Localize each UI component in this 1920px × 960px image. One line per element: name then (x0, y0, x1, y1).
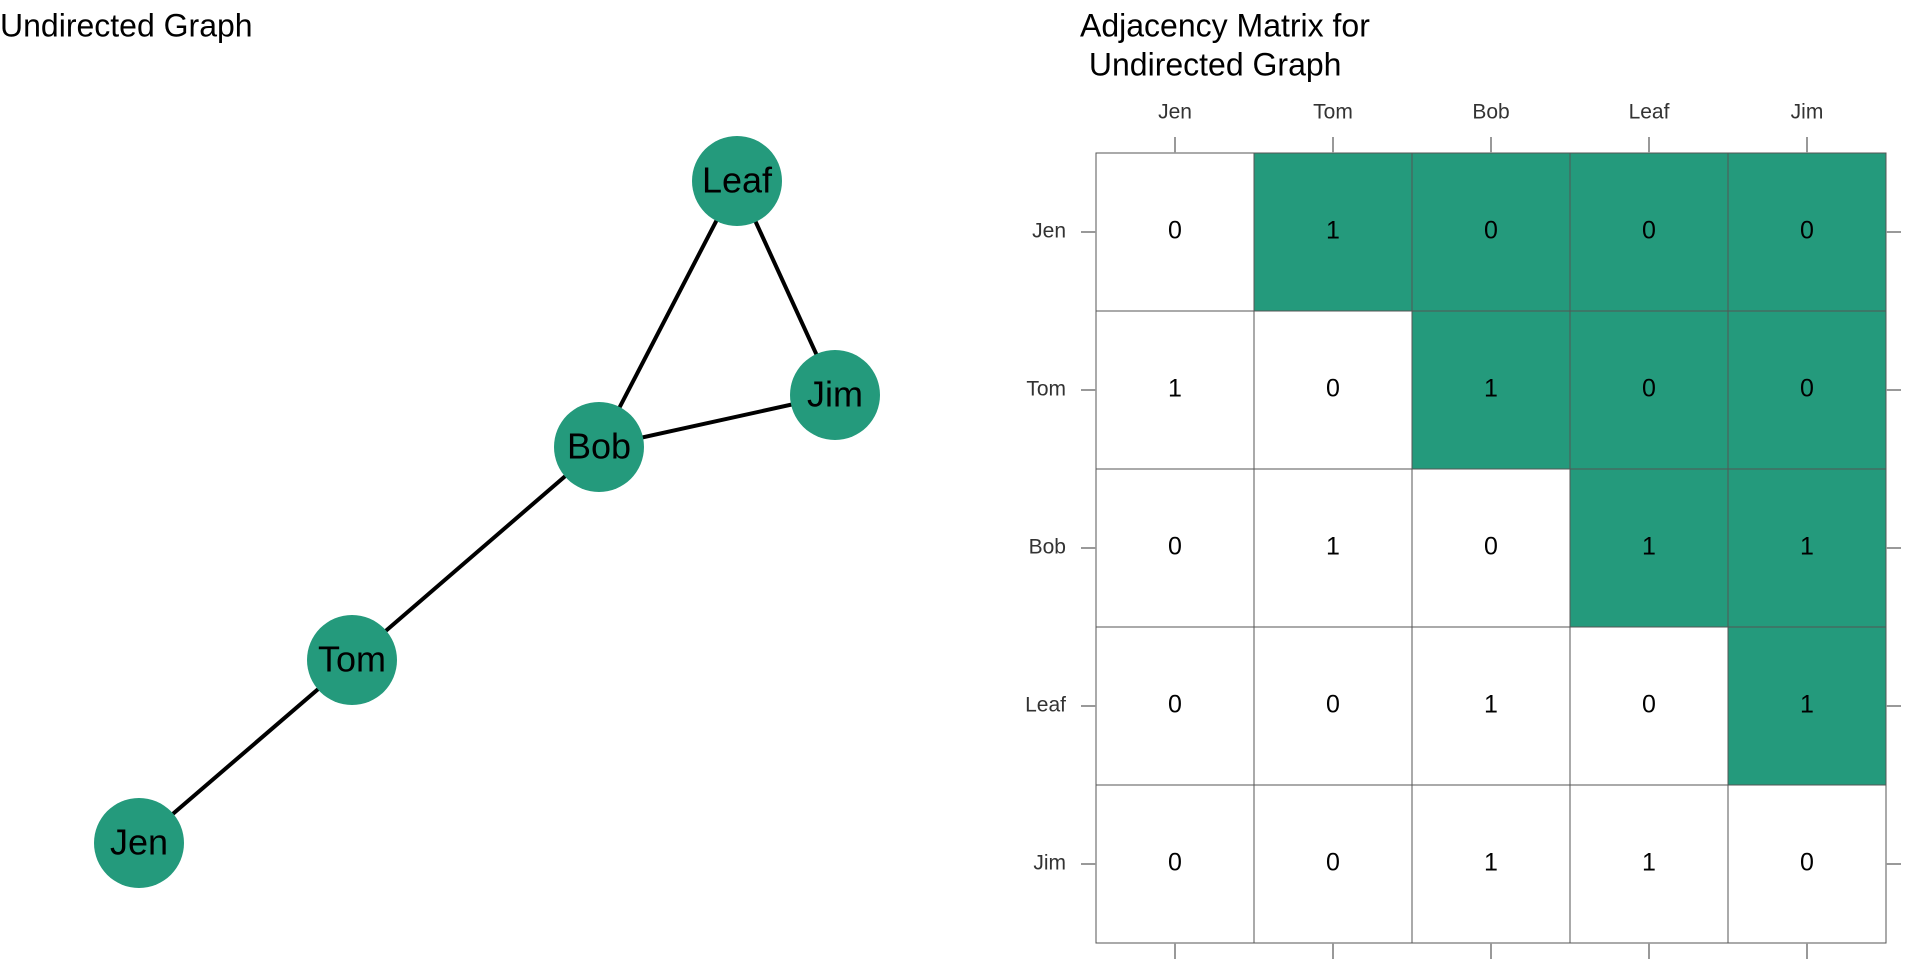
matrix-cell (1727, 152, 1887, 312)
nodes: Jen Tom Bob Leaf Jim (94, 136, 880, 888)
node (790, 350, 880, 440)
matrix-cell (1411, 784, 1571, 944)
matrix-cell (1253, 152, 1413, 312)
matrix-cell (1253, 468, 1413, 628)
edge (137, 658, 354, 845)
node-label: Jim (807, 374, 863, 415)
cell-value: 0 (1800, 849, 1814, 877)
cell-value: 0 (1326, 691, 1340, 719)
matrix-title: Adjacency Matrix for (1080, 7, 1370, 43)
node-label: Bob (567, 426, 631, 467)
cell-value: 0 (1484, 533, 1498, 561)
matrix-cell (1411, 468, 1571, 628)
cell-value: 1 (1168, 375, 1182, 403)
cell-value: 1 (1484, 691, 1498, 719)
edges (137, 180, 837, 845)
cell-value: 0 (1168, 849, 1182, 877)
column-label: Bob (1472, 101, 1509, 124)
cell-value: 1 (1800, 691, 1814, 719)
node (692, 136, 782, 226)
cell-value: 1 (1642, 849, 1656, 877)
cell-value: 0 (1642, 691, 1656, 719)
cell-value: 0 (1326, 849, 1340, 877)
edge (350, 445, 601, 662)
matrix-cell (1569, 784, 1729, 944)
node-label: Leaf (702, 160, 773, 201)
matrix-cell (1727, 310, 1887, 470)
cell-value: 0 (1642, 375, 1656, 403)
column-label: Tom (1313, 101, 1353, 124)
cell-value: 1 (1326, 533, 1340, 561)
cell-value: 1 (1484, 375, 1498, 403)
cell-value: 0 (1326, 375, 1340, 403)
cell-value: 1 (1642, 533, 1656, 561)
row-label: Leaf (1025, 694, 1066, 717)
node (554, 402, 644, 492)
matrix-cell (1411, 626, 1571, 786)
matrix: 0 1 0 0 0 1 0 1 0 0 0 1 0 1 1 0 0 1 0 1 0 0 1 1 0 Jen Tom Bob Leaf Ji… (1025, 101, 1901, 959)
row-label: Jim (1033, 852, 1066, 875)
column-label: Leaf (1629, 101, 1670, 124)
matrix-cell (1727, 468, 1887, 628)
cell-value: 0 (1168, 691, 1182, 719)
node-label: Jen (110, 822, 168, 863)
edge (597, 180, 739, 448)
node-label: Tom (318, 639, 386, 680)
cell-value: 0 (1168, 533, 1182, 561)
cell-value: 1 (1800, 533, 1814, 561)
column-label: Jen (1158, 101, 1192, 124)
matrix-cell (1095, 152, 1255, 312)
node (307, 615, 397, 705)
matrix-cell (1253, 626, 1413, 786)
column-label: Jim (1791, 101, 1824, 124)
matrix-cell (1253, 784, 1413, 944)
matrix-cell (1095, 626, 1255, 786)
matrix-title: Undirected Graph (1080, 46, 1341, 82)
matrix-cell (1569, 626, 1729, 786)
graph-title: Undirected Graph (0, 7, 253, 43)
row-label: Jen (1032, 220, 1066, 243)
cell-value: 1 (1484, 849, 1498, 877)
matrix-cell (1727, 784, 1887, 944)
cell-value: 1 (1326, 217, 1340, 245)
cell-value: 0 (1168, 217, 1182, 245)
node (94, 798, 184, 888)
cell-value: 0 (1642, 217, 1656, 245)
cell-value: 0 (1800, 217, 1814, 245)
cell-value: 0 (1484, 217, 1498, 245)
matrix-cell (1727, 626, 1887, 786)
matrix-cell (1095, 468, 1255, 628)
matrix-cell (1095, 310, 1255, 470)
matrix-cell (1253, 310, 1413, 470)
row-label: Bob (1029, 536, 1066, 559)
cell-value: 0 (1800, 375, 1814, 403)
matrix-cell (1569, 468, 1729, 628)
row-label: Tom (1026, 378, 1066, 401)
